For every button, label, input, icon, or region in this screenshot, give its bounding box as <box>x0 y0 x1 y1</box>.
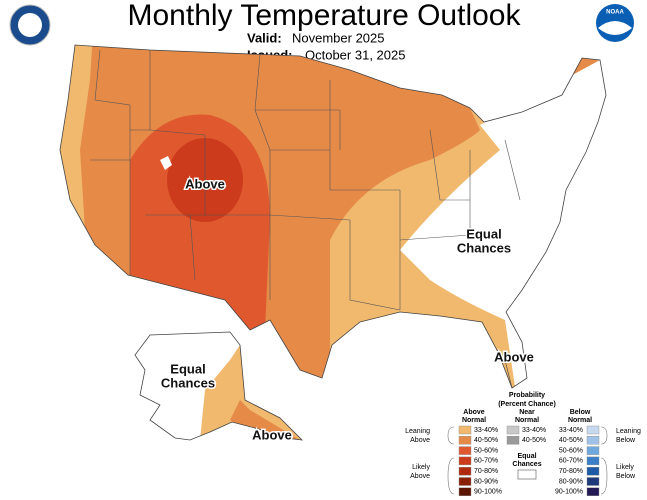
legend-swatch <box>458 467 472 476</box>
legend-swatch <box>586 436 600 445</box>
legend-bracket <box>447 457 455 495</box>
legend-swatch <box>586 467 600 476</box>
legend-item-label: 33-40% <box>522 427 546 434</box>
legend-swatch <box>458 425 472 435</box>
legend-item-label: 50-60% <box>474 447 498 454</box>
legend-swatch <box>586 487 600 496</box>
legend-swatch <box>458 456 472 466</box>
legend-item-label: 90-100% <box>474 489 502 496</box>
legend-group-label: Leaning <box>616 428 641 435</box>
legend-swatch <box>458 477 472 486</box>
noaa-logo-text: NOAA <box>606 10 624 16</box>
alaska-outline <box>134 331 304 441</box>
legend-item-label: 60-70% <box>559 458 583 465</box>
legend-item-label: 80-90% <box>559 478 583 485</box>
map-label: Equal <box>466 226 501 241</box>
legend-swatch <box>458 446 472 455</box>
legend-equal-chances: Equal <box>517 453 536 460</box>
legend-group-label: Above <box>410 437 430 444</box>
map-label: Equal <box>170 361 205 376</box>
noaa-logo-gull <box>598 21 632 35</box>
legend-item-label: 70-80% <box>559 468 583 475</box>
issued-date: October 31, 2025 <box>305 47 405 62</box>
map-label: Above <box>185 176 225 191</box>
legend-equal-chances: Chances <box>512 461 541 468</box>
legend-swatch <box>506 436 520 445</box>
legend-item-label: 40-50% <box>522 437 546 444</box>
region-west-coast-33-40 <box>60 45 95 260</box>
legend-swatch <box>586 425 600 435</box>
legend-column-header: Above <box>463 409 485 416</box>
doc-logo-inner <box>18 13 42 37</box>
legend-column-header: Normal <box>515 417 539 424</box>
legend-item-label: 60-70% <box>474 458 498 465</box>
legend-swatch <box>506 425 520 435</box>
map-label: Chances <box>457 240 511 255</box>
legend-swatch <box>586 477 600 486</box>
legend-group-label: Below <box>616 437 636 444</box>
legend-column-header: Below <box>570 409 591 416</box>
legend-item-label: 80-90% <box>474 478 498 485</box>
alaska-33-40 <box>200 345 302 440</box>
legend-group-label: Above <box>410 473 430 480</box>
legend-group-label: Likely <box>412 464 430 471</box>
legend-item-label: 70-80% <box>474 468 498 475</box>
legend-column-header: Near <box>519 409 535 416</box>
legend-group-label: Leaning <box>405 428 430 435</box>
map-label: Above <box>252 427 292 442</box>
title: Monthly Temperature Outlook <box>128 0 522 32</box>
header-logos: NOAA <box>9 4 634 46</box>
legend-column-header: Normal <box>568 417 592 424</box>
map-label: Above <box>494 349 534 364</box>
state-lines <box>90 49 521 311</box>
legend-swatch <box>586 456 600 466</box>
legend-swatch <box>458 487 472 496</box>
legend-bracket <box>447 426 455 445</box>
legend-item-label: 40-50% <box>559 437 583 444</box>
great-salt-lake <box>160 156 172 170</box>
legend-item-label: 40-50% <box>474 437 498 444</box>
legend-title: (Percent Chance) <box>498 401 556 408</box>
legend-item-label: 33-40% <box>559 427 583 434</box>
legend-bracket <box>600 457 608 495</box>
valid-date: November 2025 <box>292 30 385 45</box>
legend-bracket <box>600 426 608 445</box>
legend-item-label: 50-60% <box>559 447 583 454</box>
legend-swatch <box>458 436 472 445</box>
legend-title: Probability <box>509 392 545 399</box>
conus <box>60 45 606 388</box>
map-label: Chances <box>161 375 215 390</box>
legend-group-label: Below <box>616 473 636 480</box>
legend: Probability(Percent Chance)AboveNormal33… <box>405 392 641 496</box>
legend-group-label: Likely <box>616 464 634 471</box>
legend-column-header: Normal <box>462 417 486 424</box>
legend-item-label: 33-40% <box>474 427 498 434</box>
legend-swatch <box>586 446 600 455</box>
valid-label: Valid: <box>247 30 282 45</box>
legend-item-label: 90-100% <box>555 489 583 496</box>
florida-edge <box>497 351 513 389</box>
legend-swatch-equal <box>517 469 537 480</box>
